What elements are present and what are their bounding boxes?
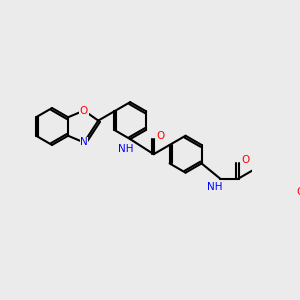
Text: NH: NH bbox=[118, 144, 134, 154]
Text: O: O bbox=[156, 131, 164, 141]
Text: O: O bbox=[296, 187, 300, 197]
Text: O: O bbox=[241, 155, 249, 165]
Text: N: N bbox=[80, 137, 88, 147]
Text: NH: NH bbox=[207, 182, 223, 192]
Text: O: O bbox=[80, 106, 88, 116]
